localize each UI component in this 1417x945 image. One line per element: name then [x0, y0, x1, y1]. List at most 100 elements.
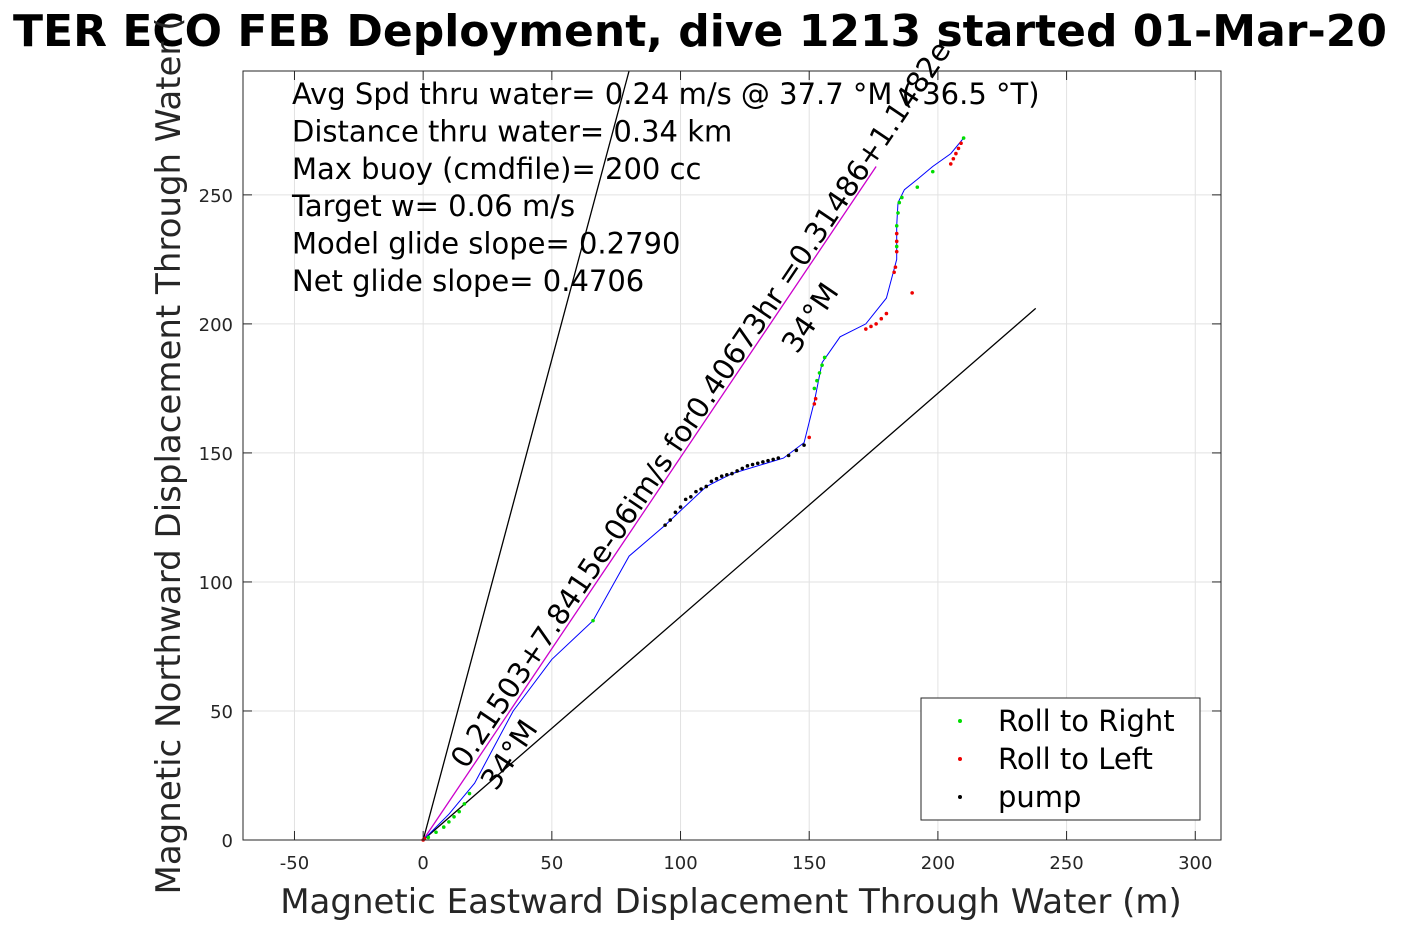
- y-tick-label: 0: [222, 831, 233, 852]
- annotation-line: Distance thru water= 0.34 km: [292, 114, 732, 148]
- legend-marker: [958, 719, 962, 723]
- y-axis-label: Magnetic Northward Displacement Through …: [149, 18, 189, 895]
- point-pump: [740, 466, 745, 471]
- track-layer: [422, 137, 964, 841]
- point-pump: [725, 473, 729, 477]
- point-roll-to-left: [869, 324, 873, 329]
- reference-lines: [422, 70, 1037, 841]
- legend-marker: [958, 757, 962, 761]
- legend-label: pump: [998, 780, 1081, 814]
- point-roll-to-left: [951, 156, 956, 161]
- point-pump: [745, 464, 750, 468]
- point-roll-to-right: [820, 363, 824, 367]
- x-tick-label: 200: [921, 853, 955, 874]
- point-roll-to-left: [959, 141, 963, 146]
- point-roll-to-left: [948, 162, 953, 166]
- point-roll-to-left: [813, 396, 818, 401]
- data-points: [421, 136, 966, 842]
- x-tick-label: -50: [280, 853, 309, 874]
- legend-label: Roll to Left: [998, 742, 1153, 776]
- point-roll-to-right: [457, 809, 461, 814]
- point-roll-to-left: [892, 270, 896, 275]
- x-tick-label: 300: [1178, 853, 1212, 874]
- point-roll-to-right: [894, 224, 899, 228]
- y-tick-label: 250: [199, 186, 233, 207]
- point-roll-to-right: [815, 378, 819, 383]
- point-roll-to-right: [591, 618, 595, 623]
- point-roll-to-left: [807, 435, 812, 440]
- point-pump: [771, 457, 775, 462]
- point-roll-to-left: [893, 265, 898, 269]
- point-roll-to-right: [426, 835, 431, 840]
- point-pump: [673, 510, 678, 515]
- axes-frame: [242, 70, 1222, 841]
- point-pump: [714, 476, 719, 481]
- point-pump: [678, 505, 683, 509]
- grid: [243, 71, 1221, 841]
- point-roll-to-left: [874, 322, 878, 326]
- x-tick-label: 100: [663, 853, 697, 874]
- point-pump: [776, 456, 781, 460]
- reference-line-steep: [422, 70, 630, 841]
- point-roll-to-right: [896, 211, 900, 215]
- point-roll-to-left: [894, 231, 899, 236]
- reference-line-mean: [422, 166, 877, 841]
- annotation-line: Model glide slope= 0.2790: [292, 227, 680, 261]
- y-tick-label: 100: [199, 573, 233, 594]
- angled-labels: 0.21503+7.8415e-06im/s for0.40673hr =0.3…: [444, 35, 958, 796]
- point-roll-to-left: [879, 316, 884, 321]
- point-pump: [683, 497, 688, 502]
- point-roll-to-right: [467, 791, 472, 796]
- point-roll-to-right: [812, 386, 817, 391]
- point-roll-to-right: [462, 802, 467, 806]
- point-pump: [755, 461, 760, 466]
- point-pump: [786, 453, 791, 458]
- reference-line-shallow: [422, 307, 1037, 841]
- x-tick-label: 250: [1049, 853, 1083, 874]
- point-pump: [719, 474, 724, 478]
- legend-box: [920, 697, 1201, 821]
- plot-box: [242, 70, 1222, 841]
- x-tick-label: 150: [792, 853, 826, 874]
- x-tick-label: 0: [417, 853, 428, 874]
- point-roll-to-left: [894, 249, 899, 254]
- point-pump: [668, 518, 673, 522]
- legend-label: Roll to Right: [998, 704, 1175, 738]
- point-pump: [704, 484, 709, 489]
- point-pump: [709, 479, 714, 484]
- point-roll-to-right: [900, 195, 904, 200]
- y-tick-label: 50: [210, 702, 233, 723]
- point-pump: [750, 462, 755, 467]
- point-roll-to-left: [812, 402, 817, 406]
- y-tick-label: 150: [199, 444, 233, 465]
- point-roll-to-right: [894, 244, 899, 249]
- point-roll-to-right: [434, 830, 438, 835]
- annotation-line: Avg Spd thru water= 0.24 m/s @ 37.7 °M (…: [292, 77, 1040, 111]
- point-roll-to-right: [441, 825, 446, 829]
- point-pump: [694, 489, 698, 494]
- point-pump: [663, 523, 667, 527]
- point-roll-to-right: [897, 200, 902, 205]
- point-pump: [730, 471, 734, 476]
- point-roll-to-right: [961, 136, 966, 140]
- point-roll-to-left: [894, 239, 899, 244]
- annotation-line: Net glide slope= 0.4706: [292, 264, 644, 298]
- point-roll-to-left: [956, 146, 961, 151]
- annotation-line: Max buoy (cmdfile)= 200 cc: [292, 152, 701, 186]
- legend: Roll to Right Roll to Left pump: [920, 697, 1201, 821]
- annotations: Avg Spd thru water= 0.24 m/s @ 37.7 °M (…: [291, 77, 1040, 298]
- tick-labels: -50 0 50 100 150 200 250 300 0 50 100 150 200 250: [199, 186, 1213, 874]
- legend-marker: [958, 795, 962, 799]
- point-pump: [761, 460, 765, 464]
- point-roll-to-left: [864, 327, 868, 331]
- point-pump: [689, 494, 693, 499]
- point-pump: [735, 469, 739, 473]
- point-pump: [699, 487, 703, 491]
- point-roll-to-left: [884, 311, 889, 316]
- point-roll-to-right: [930, 169, 935, 174]
- point-roll-to-right: [817, 371, 822, 375]
- point-pump: [766, 458, 770, 463]
- point-roll-to-left: [954, 151, 958, 156]
- point-roll-to-right: [452, 814, 456, 819]
